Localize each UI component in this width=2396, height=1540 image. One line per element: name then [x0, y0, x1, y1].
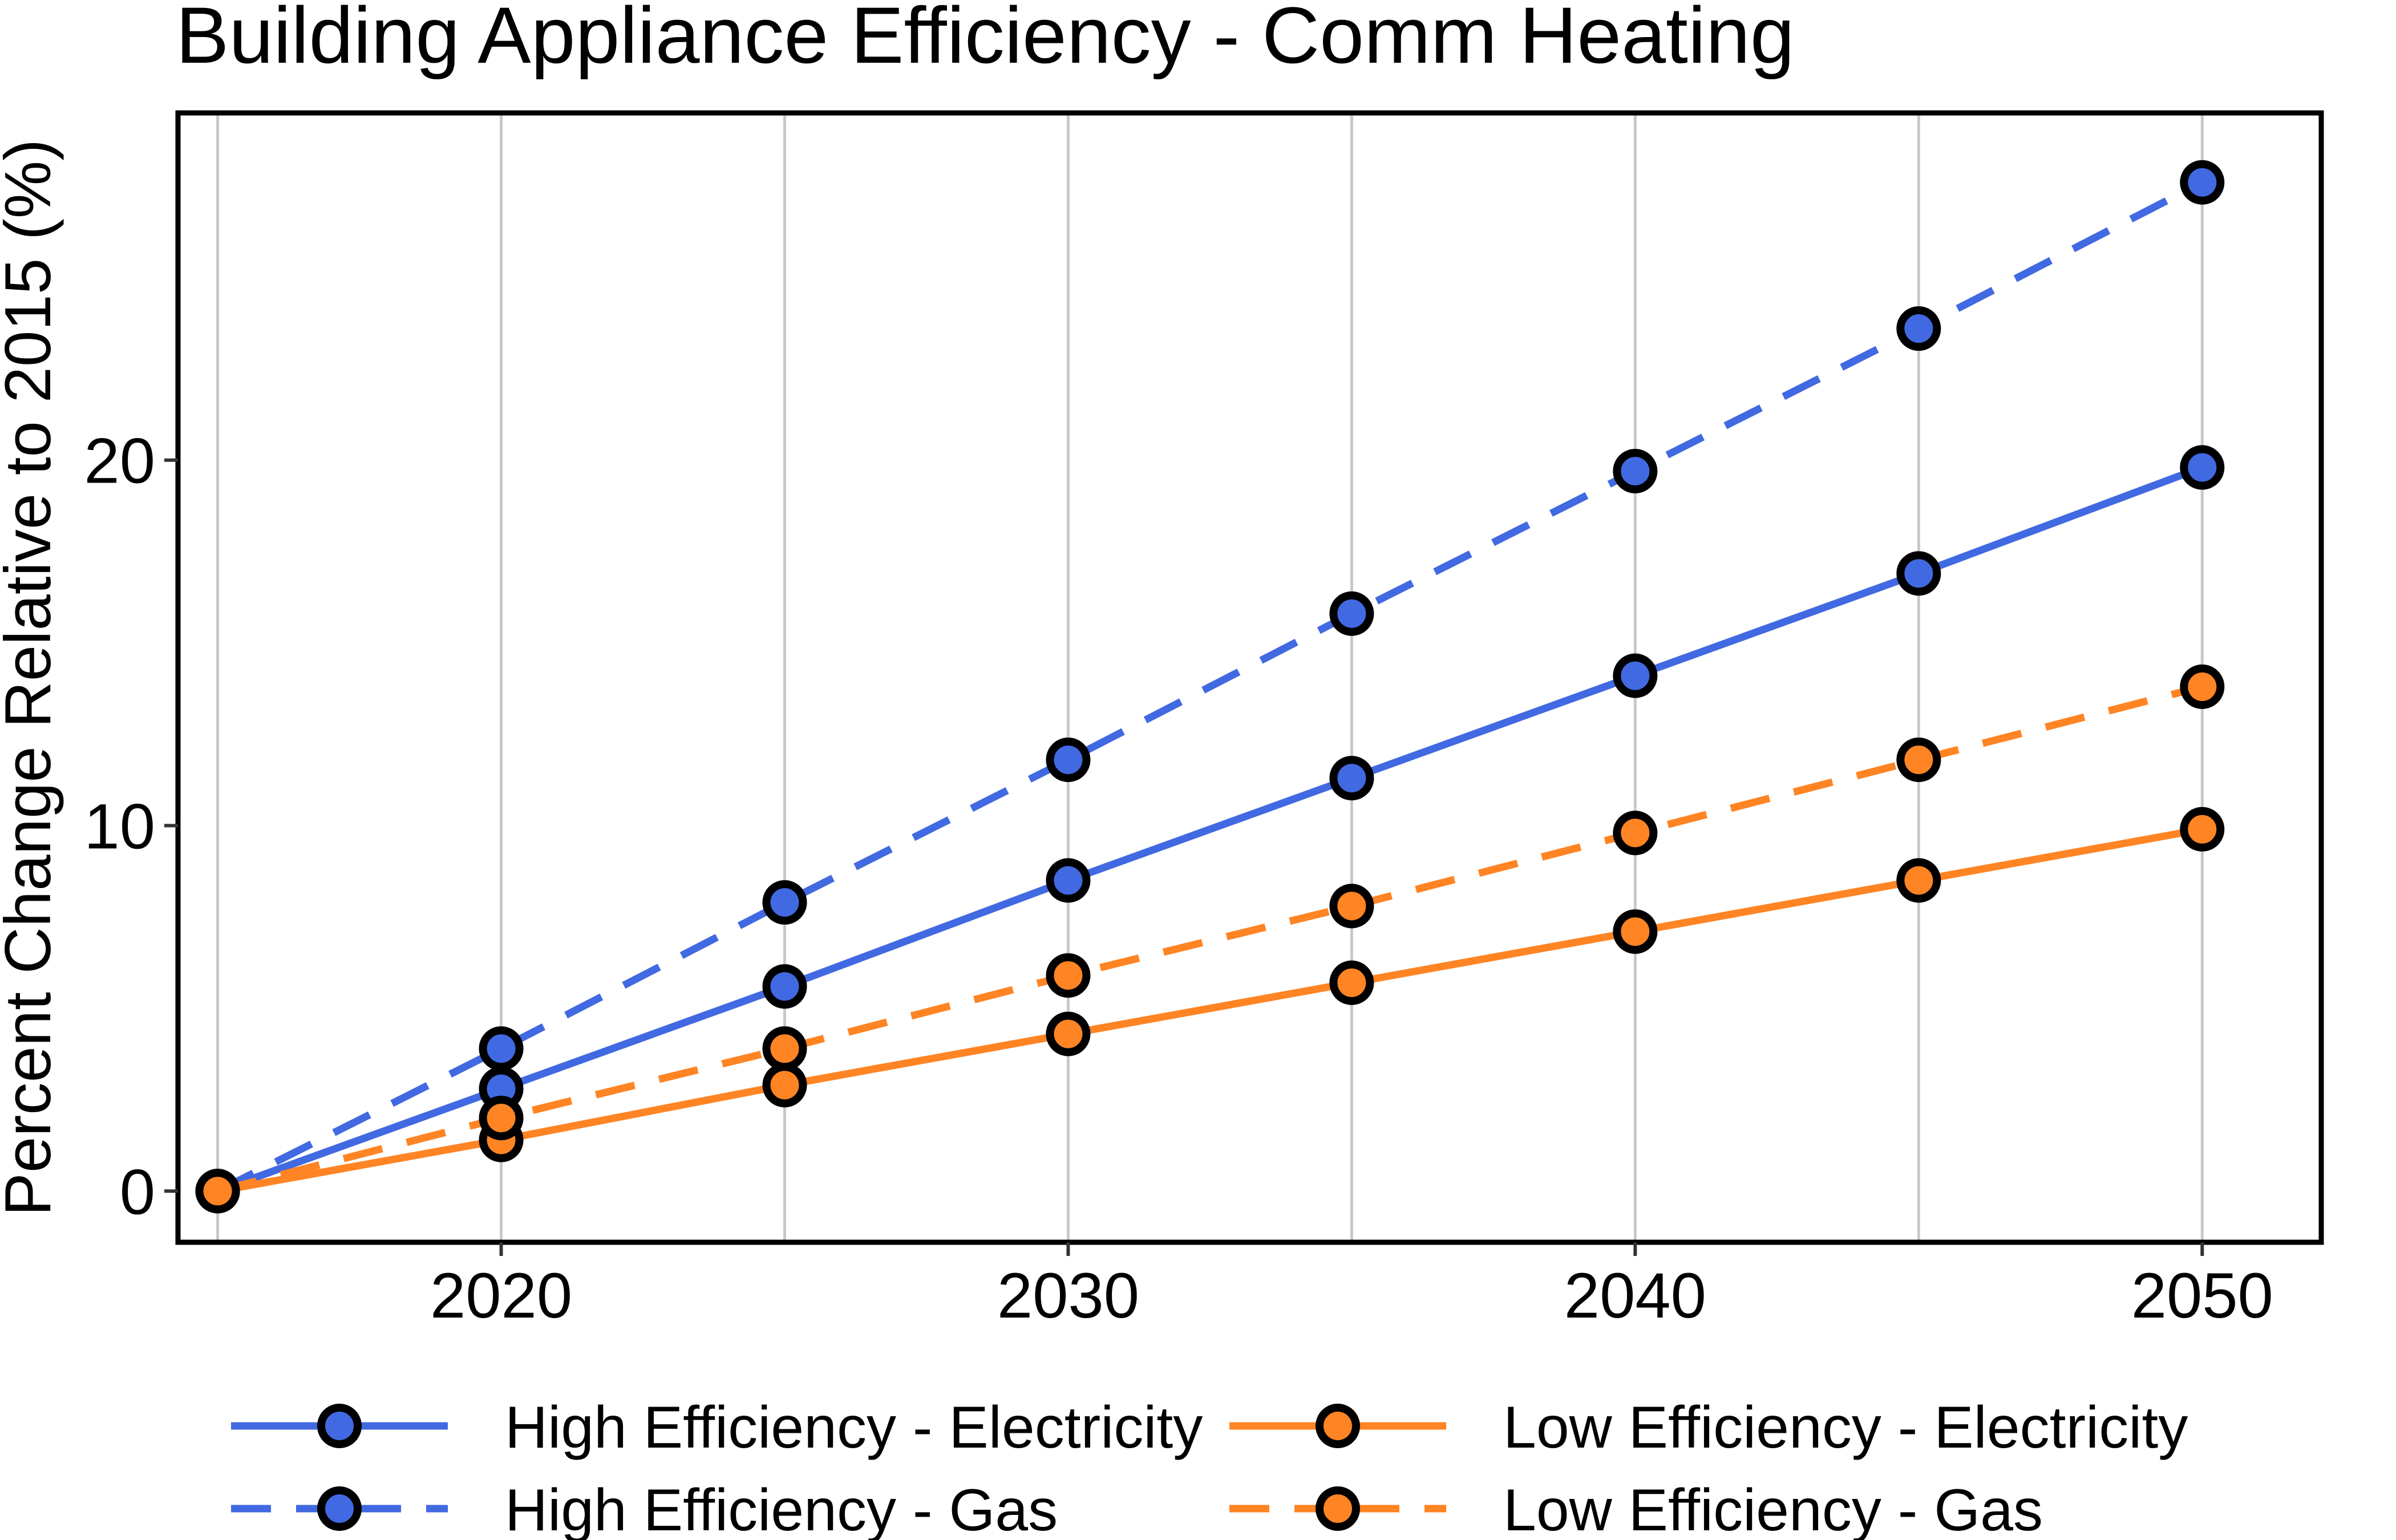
legend-item-0: High Efficiency - Electricity [231, 1395, 1203, 1461]
y-tick-label: 20 [84, 425, 155, 497]
y-tick-label: 10 [84, 791, 155, 862]
point-3-2040 [1613, 810, 1658, 856]
legend-label: Low Efficiency - Electricity [1503, 1395, 2188, 1461]
legend-label: High Efficiency - Gas [505, 1477, 1058, 1540]
legend-swatch-marker [317, 1404, 362, 1448]
point-2-2050 [2180, 807, 2225, 852]
point-3-2015 [195, 1169, 240, 1214]
point-3-2025 [762, 1026, 807, 1071]
axes: 2020 2030 2040 2050 0 10 20 [84, 425, 2273, 1331]
x-tick-label: 2030 [997, 1260, 1139, 1331]
point-0-2035 [1329, 756, 1374, 801]
point-2-2025 [762, 1063, 807, 1108]
point-2-2040 [1613, 909, 1658, 954]
point-0-2045 [1896, 551, 1941, 596]
point-3-2030 [1046, 953, 1091, 998]
point-0-2025 [762, 964, 807, 1009]
series-line-3 [216, 683, 2203, 1195]
legend-swatch-marker [1316, 1486, 1360, 1531]
point-1-2045 [1896, 306, 1941, 351]
legend-item-1: High Efficiency - Gas [231, 1477, 1058, 1540]
x-tick-label: 2050 [2131, 1260, 2273, 1331]
chart-title: Building Appliance Efficiency - Comm Hea… [176, 0, 1795, 80]
point-2-2045 [1896, 858, 1941, 903]
series-line-0 [216, 464, 2204, 1195]
point-3-2050 [2180, 664, 2225, 710]
series-layer [195, 160, 2225, 1214]
x-tick-label: 2020 [430, 1260, 572, 1331]
legend-item-2: Low Efficiency - Electricity [1229, 1395, 2188, 1461]
point-3-2035 [1329, 884, 1374, 929]
legend-item-3: Low Efficiency - Gas [1229, 1477, 2043, 1540]
plot-frame [175, 110, 2324, 1245]
legend-swatch-marker [317, 1486, 362, 1531]
legend-label: High Efficiency - Electricity [505, 1395, 1203, 1461]
legend-swatch-marker [1316, 1404, 1360, 1448]
point-0-2050 [2180, 445, 2225, 490]
series-line-2 [217, 825, 2203, 1195]
point-0-2040 [1613, 653, 1658, 698]
point-1-2030 [1046, 737, 1091, 783]
x-tick-label: 2040 [1564, 1260, 1706, 1331]
point-1-2020 [479, 1026, 524, 1071]
series-line-1 [216, 179, 2204, 1195]
legend-label: Low Efficiency - Gas [1503, 1477, 2043, 1540]
point-3-2020 [479, 1096, 524, 1141]
y-axis-label: Percent Change Relative to 2015 (%) [0, 139, 64, 1216]
point-2-2030 [1046, 1011, 1091, 1056]
y-tick-label: 0 [120, 1156, 155, 1227]
point-2-2035 [1329, 961, 1374, 1006]
point-1-2025 [762, 880, 807, 925]
point-0-2030 [1046, 858, 1091, 903]
legend: High Efficiency - Electricity High Effici… [231, 1395, 2188, 1540]
point-3-2045 [1896, 737, 1941, 783]
point-1-2035 [1329, 591, 1374, 636]
point-1-2040 [1613, 448, 1658, 493]
point-1-2050 [2180, 160, 2225, 205]
